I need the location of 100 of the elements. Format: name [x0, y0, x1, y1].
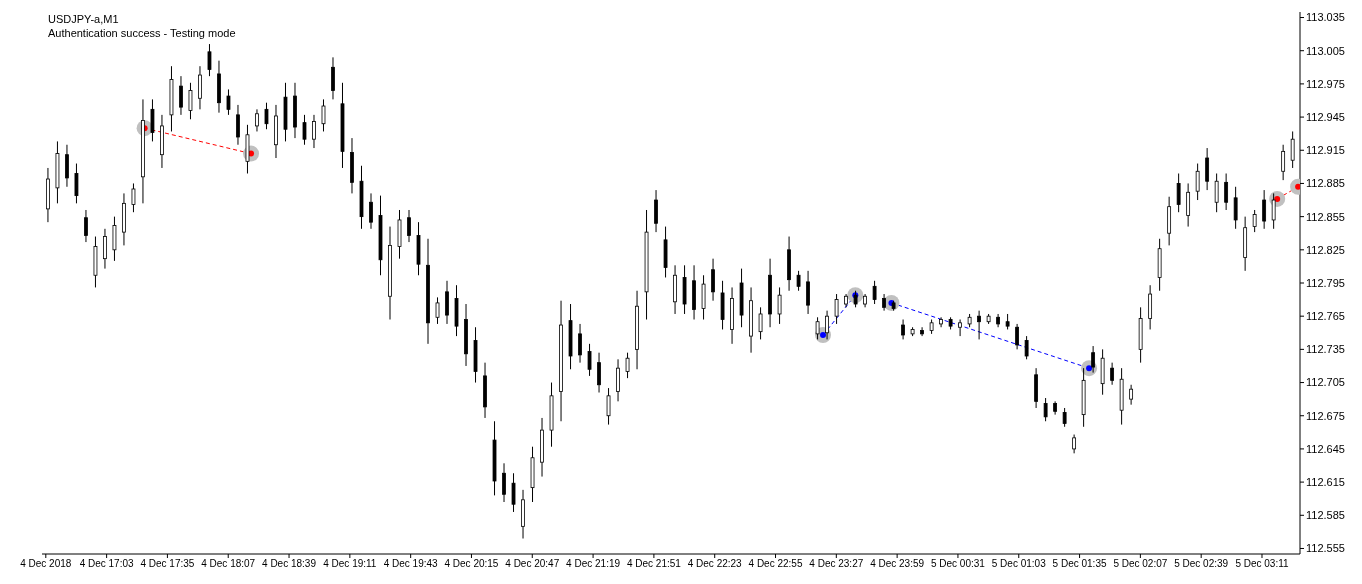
candlestick — [207, 43, 212, 77]
candlestick — [65, 144, 69, 188]
candlestick — [654, 189, 658, 233]
candlestick — [502, 462, 506, 503]
candlestick — [625, 352, 630, 379]
x-tick-label: 4 Dec 2018 — [20, 558, 72, 570]
candlestick — [1062, 407, 1067, 428]
candlestick — [1271, 192, 1276, 230]
x-tick-label: 5 Dec 01:03 — [991, 558, 1047, 570]
candlestick — [255, 108, 259, 132]
y-tick-label: 113.005 — [1306, 44, 1345, 57]
candlestick — [131, 182, 136, 213]
candlestick — [188, 82, 193, 120]
candlestick — [1024, 335, 1029, 360]
candlestick — [958, 319, 962, 337]
x-tick-label: 4 Dec 18:39 — [262, 558, 317, 570]
candlestick — [312, 114, 316, 149]
candlestick — [103, 228, 107, 270]
x-tick-label: 4 Dec 22:55 — [748, 558, 803, 570]
candlestick — [1110, 362, 1115, 386]
x-tick-label: 4 Dec 21:19 — [566, 558, 621, 570]
x-tick-label: 4 Dec 22:23 — [687, 558, 743, 570]
y-tick-label: 112.675 — [1306, 409, 1345, 422]
candlestick — [407, 209, 411, 243]
candlestick — [226, 88, 231, 116]
candlestick — [806, 270, 810, 315]
y-tick-label: 112.795 — [1306, 276, 1345, 289]
y-tick-label: 112.945 — [1306, 110, 1345, 123]
x-tick-label: 5 Dec 02:39 — [1174, 558, 1229, 570]
candlestick — [1252, 209, 1257, 233]
candlestick — [84, 209, 88, 243]
candlestick — [1043, 397, 1048, 422]
x-tick-label: 4 Dec 23:59 — [870, 558, 925, 570]
y-tick-label: 112.735 — [1306, 343, 1345, 356]
x-tick-label: 4 Dec 23:27 — [809, 558, 864, 570]
candlestick — [321, 98, 326, 132]
candlestick — [872, 280, 877, 305]
candlestick — [1129, 384, 1134, 406]
x-tick-label: 5 Dec 00:31 — [930, 558, 986, 570]
candlestick — [1233, 186, 1238, 230]
candlestick — [1195, 163, 1200, 201]
candlestick — [179, 75, 183, 116]
text: Authentication success - Testing mode — [48, 26, 236, 40]
y-tick-label: 112.885 — [1306, 177, 1345, 190]
candlestick — [302, 114, 307, 146]
candlestick — [150, 98, 155, 142]
candlestick — [236, 104, 240, 146]
x-tick-label: 5 Dec 03:11 — [1235, 558, 1290, 570]
candlestick — [616, 358, 620, 402]
candlestick — [1290, 130, 1295, 169]
candlestick — [815, 316, 820, 340]
y-tick-label: 112.585 — [1306, 509, 1345, 522]
candlestick — [1072, 434, 1077, 454]
x-tick-label: 4 Dec 17:03 — [79, 558, 135, 570]
candlestick — [1186, 182, 1191, 228]
candlestick — [1091, 345, 1096, 374]
y-tick-label: 112.645 — [1306, 442, 1345, 455]
candlestick — [606, 387, 611, 426]
x-tick-label: 4 Dec 20:47 — [505, 558, 560, 570]
y-tick-label: 112.825 — [1306, 243, 1345, 256]
candlestick — [777, 286, 782, 325]
candlestick — [977, 310, 981, 340]
candlestick — [578, 323, 582, 364]
candlestick — [369, 192, 373, 230]
candlestick — [597, 352, 601, 394]
chart-title: USDJPY-a,M1 — [48, 12, 120, 26]
candlestick — [1281, 144, 1286, 181]
x-tick-label: 4 Dec 20:15 — [444, 558, 499, 570]
candlestick — [1176, 172, 1181, 213]
candlestick — [587, 343, 592, 377]
candlestick — [1205, 147, 1210, 191]
candlestick — [758, 306, 763, 340]
candlestick — [1224, 172, 1229, 211]
y-tick-label: 112.615 — [1306, 476, 1345, 489]
candlestick — [901, 319, 905, 340]
y-tick-label: 113.035 — [1306, 11, 1345, 24]
candlestick — [796, 270, 801, 292]
y-tick-label: 112.975 — [1306, 77, 1345, 90]
x-tick-label: 4 Dec 17:35 — [140, 558, 195, 570]
candlestick — [1015, 323, 1019, 350]
candlestick — [511, 472, 516, 513]
y-tick-label: 112.705 — [1306, 376, 1345, 389]
x-tick-label: 4 Dec 19:43 — [383, 558, 439, 570]
y-tick-label: 112.555 — [1306, 542, 1345, 555]
x-tick-label: 4 Dec 18:07 — [201, 558, 256, 570]
candlestick — [825, 310, 829, 340]
y-tick-label: 112.765 — [1306, 310, 1345, 323]
x-tick-label: 5 Dec 01:35 — [1052, 558, 1107, 570]
candlestick — [74, 163, 79, 204]
y-tick-label: 112.915 — [1306, 144, 1345, 157]
candlestick — [198, 65, 202, 110]
x-tick-label: 5 Dec 02:07 — [1113, 558, 1168, 570]
y-tick-label: 112.855 — [1306, 210, 1345, 223]
candlestick — [445, 280, 449, 325]
candlestick — [834, 293, 839, 325]
x-tick-label: 4 Dec 21:51 — [626, 558, 682, 570]
candlestick — [711, 258, 715, 302]
x-tick-label: 4 Dec 19:11 — [323, 558, 377, 570]
candlestick — [435, 296, 440, 325]
candlestick — [264, 102, 269, 130]
